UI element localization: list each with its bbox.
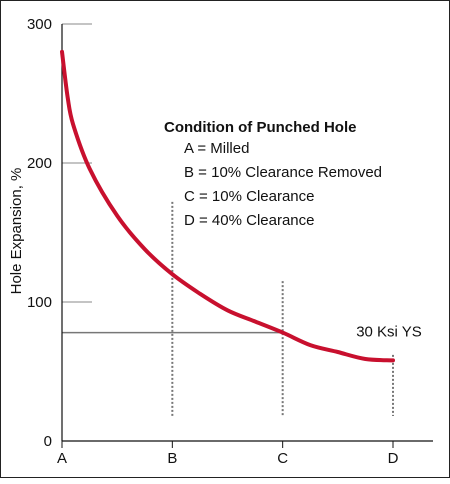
legend-item-c: C = 10% Clearance <box>184 188 315 205</box>
axes <box>61 24 433 448</box>
y-tick-label: 300 <box>27 16 52 33</box>
y-tick-label: 0 <box>44 433 52 450</box>
y-tick-label: 200 <box>27 155 52 172</box>
legend-item-a: A = Milled <box>184 140 249 157</box>
tick-labels: 0 100 200 300 A B C D <box>27 16 399 467</box>
legend-item-b: B = 10% Clearance Removed <box>184 164 382 181</box>
legend: Condition of Punched Hole A = Milled B =… <box>164 119 382 229</box>
category-markers <box>171 201 394 416</box>
y-axis-label: Hole Expansion, % <box>8 168 25 295</box>
series-layer <box>60 49 395 363</box>
legend-title: Condition of Punched Hole <box>164 119 356 136</box>
legend-item-d: D = 40% Clearance <box>184 212 315 229</box>
x-tick-label: B <box>167 450 177 467</box>
y-tick-label: 100 <box>27 294 52 311</box>
x-tick-label: C <box>277 450 288 467</box>
reference-line-label: 30 Ksi YS <box>356 324 422 341</box>
x-tick-label: A <box>57 450 67 467</box>
hole-expansion-curve <box>60 49 395 363</box>
x-tick-label: D <box>388 450 399 467</box>
